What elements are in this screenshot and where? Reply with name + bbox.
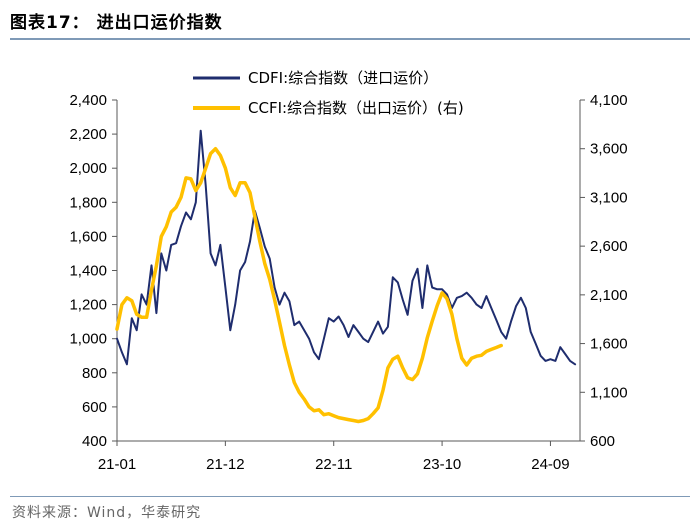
series-line-cdfi (116, 129, 577, 366)
series-line-ccfi (115, 146, 503, 424)
y-right-tick-label: 4,100 (590, 92, 628, 109)
x-tick-label: 23-10 (423, 456, 461, 473)
y-left-tick-label: 1,600 (69, 228, 107, 245)
x-tick-label: 22-11 (315, 456, 352, 473)
legend-label-cdfi: CDFI:综合指数（进口运价） (248, 69, 438, 87)
y-left-tick-label: 2,200 (69, 126, 107, 143)
chart-series (115, 129, 577, 424)
x-tick-label: 24-09 (531, 456, 569, 473)
y-left-tick-label: 1,400 (69, 263, 107, 280)
y-left-tick-label: 400 (82, 433, 107, 450)
y-left-tick-label: 1,800 (69, 194, 107, 211)
legend-label-ccfi: CCFI:综合指数（出口运价）(右) (248, 99, 464, 117)
y-left-tick-label: 1,200 (69, 297, 107, 314)
y-left-tick-label: 600 (82, 399, 107, 416)
title-divider (10, 38, 690, 40)
footer-divider (10, 496, 690, 497)
chart-axes: 400 600 800 1,000 1,200 1,400 1,600 1,800 2,000 2… (69, 92, 627, 473)
y-right-tick-label: 2,100 (590, 287, 628, 304)
y-right-tick-label: 1,100 (590, 384, 628, 401)
y-right-tick-label: 1,600 (590, 336, 628, 353)
y-left-tick-label: 2,000 (69, 160, 107, 177)
x-tick-label: 21-01 (98, 456, 136, 473)
y-left-tick-label: 800 (82, 365, 107, 382)
chart-legend: CDFI:综合指数（进口运价） CCFI:综合指数（出口运价）(右) (193, 69, 464, 117)
y-left-tick-label: 2,400 (69, 92, 107, 109)
source-note: 资料来源：Wind，华泰研究 (12, 505, 202, 521)
page-title: 图表17： 进出口运价指数 (10, 13, 223, 33)
x-tick-label: 21-12 (206, 456, 244, 473)
y-left-tick-label: 1,000 (69, 331, 107, 348)
y-right-tick-label: 3,100 (590, 189, 628, 206)
y-right-tick-label: 600 (590, 433, 615, 450)
y-right-tick-label: 2,600 (590, 238, 628, 255)
y-right-tick-label: 3,600 (590, 141, 628, 158)
